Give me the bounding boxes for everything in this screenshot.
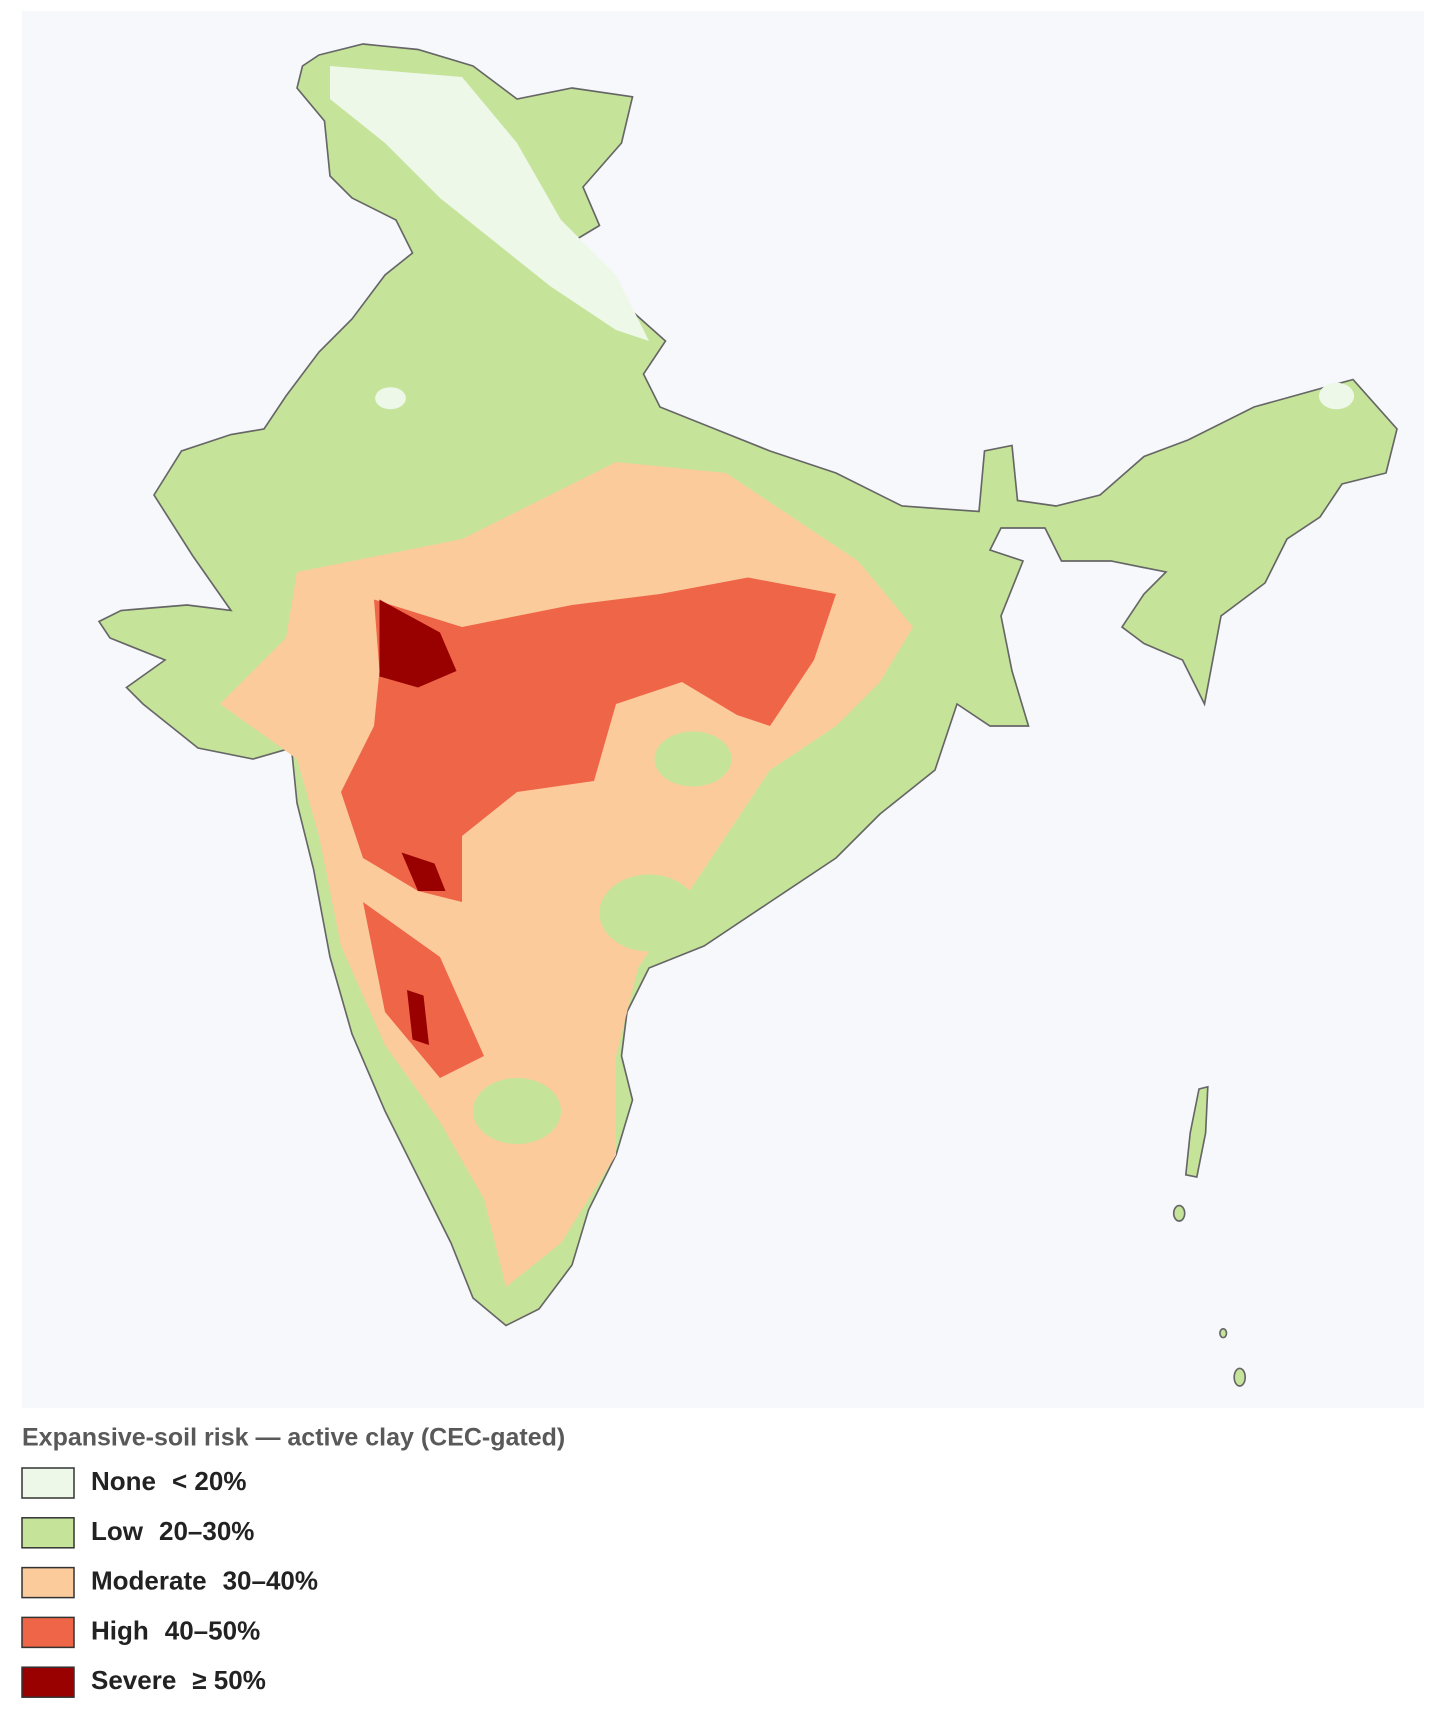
region-severe bbox=[401, 852, 446, 891]
island bbox=[1219, 1327, 1228, 1339]
region-low bbox=[654, 731, 732, 787]
island bbox=[1172, 1204, 1186, 1222]
map bbox=[97, 43, 1398, 1387]
region-high bbox=[363, 902, 484, 1078]
legend-range: 40–50% bbox=[165, 1615, 260, 1645]
legend-label: High 40–50% bbox=[91, 1615, 260, 1645]
island bbox=[1233, 1367, 1247, 1387]
region-none bbox=[1318, 382, 1355, 410]
legend-swatch bbox=[21, 1517, 75, 1549]
legend-swatch bbox=[21, 1666, 75, 1698]
region-none bbox=[375, 387, 406, 410]
legend-label: Low 20–30% bbox=[91, 1516, 254, 1546]
legend-name: High bbox=[91, 1615, 149, 1645]
legend-swatch bbox=[21, 1616, 75, 1649]
legend-name: Low bbox=[91, 1516, 144, 1546]
region-low bbox=[599, 874, 699, 952]
legend-name: Moderate bbox=[91, 1565, 207, 1595]
legend-name: Severe bbox=[91, 1665, 176, 1695]
legend-name: None bbox=[91, 1466, 156, 1496]
region-none bbox=[330, 66, 649, 341]
legend: None < 20% Low 20–30% Moderate 30–40% High 40–5… bbox=[21, 1466, 318, 1698]
region-severe bbox=[379, 599, 457, 688]
legend-label: Moderate 30–40% bbox=[91, 1565, 318, 1595]
legend-title: Expansive-soil risk — active clay (CEC-g… bbox=[22, 1424, 565, 1452]
legend-label: Severe ≥ 50% bbox=[91, 1665, 266, 1695]
legend-range: ≥ 50% bbox=[192, 1665, 266, 1695]
legend-swatch bbox=[21, 1467, 75, 1499]
legend-range: 20–30% bbox=[159, 1516, 254, 1546]
legend-range: 30–40% bbox=[223, 1565, 318, 1595]
region-high bbox=[341, 577, 836, 902]
region-low bbox=[473, 1078, 561, 1144]
legend-swatch bbox=[21, 1566, 75, 1599]
region-severe bbox=[407, 990, 429, 1045]
island bbox=[1184, 1085, 1209, 1178]
legend-label: None < 20% bbox=[91, 1466, 246, 1496]
legend-range: < 20% bbox=[172, 1466, 246, 1496]
